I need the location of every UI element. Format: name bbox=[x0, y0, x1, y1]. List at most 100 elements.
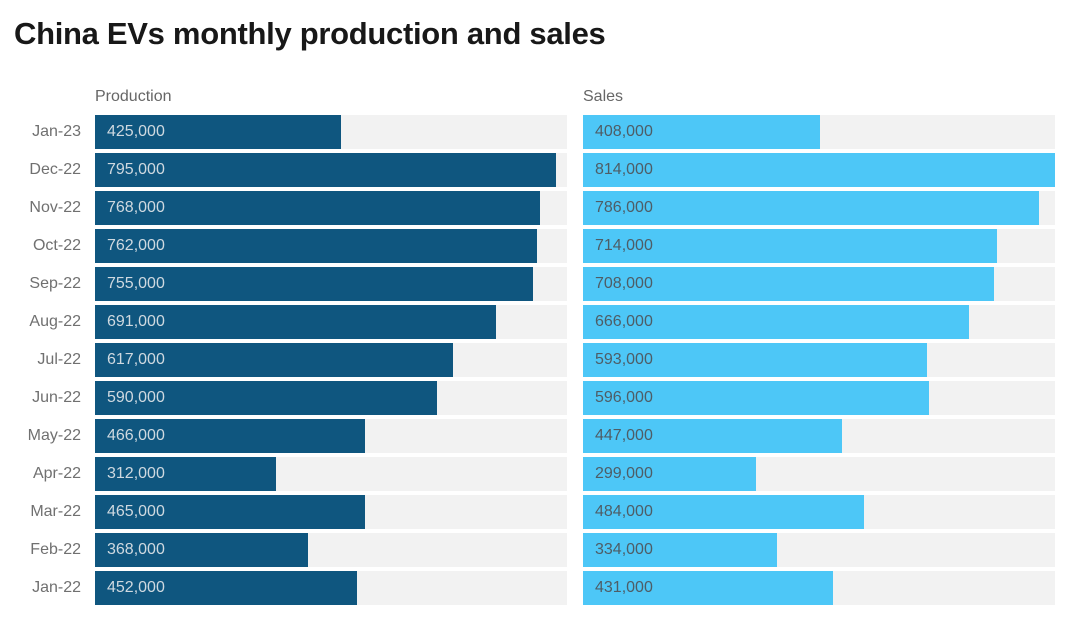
sales-value-label: 786,000 bbox=[595, 199, 653, 216]
production-bar-track: 768,000 bbox=[95, 191, 567, 225]
chart-row: Mar-22 465,000 484,000 bbox=[14, 495, 1069, 529]
production-bar-track: 691,000 bbox=[95, 305, 567, 339]
production-bar-track: 617,000 bbox=[95, 343, 567, 377]
sales-bar: 408,000 bbox=[583, 115, 820, 149]
production-bar-track: 466,000 bbox=[95, 419, 567, 453]
sales-bar-track: 593,000 bbox=[583, 343, 1055, 377]
sales-bar: 708,000 bbox=[583, 267, 994, 301]
production-bar: 368,000 bbox=[95, 533, 309, 567]
sales-bar: 593,000 bbox=[583, 343, 927, 377]
production-bar: 312,000 bbox=[95, 457, 276, 491]
production-value-label: 368,000 bbox=[107, 541, 165, 558]
production-bar-track: 795,000 bbox=[95, 153, 567, 187]
sales-bar-track: 299,000 bbox=[583, 457, 1055, 491]
sales-bar: 666,000 bbox=[583, 305, 970, 339]
column-headers: Production Sales bbox=[14, 88, 1069, 106]
production-bar: 768,000 bbox=[95, 191, 541, 225]
page-title: China EVs monthly production and sales bbox=[14, 16, 606, 51]
production-bar-track: 312,000 bbox=[95, 457, 567, 491]
sales-value-label: 596,000 bbox=[595, 389, 653, 406]
chart-row: Sep-22 755,000 708,000 bbox=[14, 267, 1069, 301]
production-bar-track: 452,000 bbox=[95, 571, 567, 605]
production-value-label: 452,000 bbox=[107, 579, 165, 596]
month-label: Jul-22 bbox=[37, 351, 81, 368]
month-label: Apr-22 bbox=[32, 465, 81, 482]
month-label: Nov-22 bbox=[29, 199, 81, 216]
month-label: Oct-22 bbox=[32, 237, 81, 254]
production-bar-track: 755,000 bbox=[95, 267, 567, 301]
production-bar-track: 425,000 bbox=[95, 115, 567, 149]
sales-value-label: 299,000 bbox=[595, 465, 653, 482]
sales-value-label: 666,000 bbox=[595, 313, 653, 330]
sales-value-label: 708,000 bbox=[595, 275, 653, 292]
production-bar: 691,000 bbox=[95, 305, 496, 339]
production-bar-track: 590,000 bbox=[95, 381, 567, 415]
chart-row: Oct-22 762,000 714,000 bbox=[14, 229, 1069, 263]
chart-row: Dec-22 795,000 814,000 bbox=[14, 153, 1069, 187]
sales-value-label: 447,000 bbox=[595, 427, 653, 444]
production-value-label: 466,000 bbox=[107, 427, 165, 444]
sales-bar-track: 714,000 bbox=[583, 229, 1055, 263]
month-label: Feb-22 bbox=[30, 541, 81, 558]
sales-bar: 431,000 bbox=[583, 571, 833, 605]
production-value-label: 617,000 bbox=[107, 351, 165, 368]
sales-bar-track: 334,000 bbox=[583, 533, 1055, 567]
production-value-label: 795,000 bbox=[107, 161, 165, 178]
production-bar: 452,000 bbox=[95, 571, 358, 605]
header-spacer bbox=[14, 88, 95, 106]
sales-value-label: 593,000 bbox=[595, 351, 653, 368]
sales-bar-track: 484,000 bbox=[583, 495, 1055, 529]
month-label: Dec-22 bbox=[29, 161, 81, 178]
sales-bar-track: 447,000 bbox=[583, 419, 1055, 453]
sales-bar-track: 666,000 bbox=[583, 305, 1055, 339]
column-header-production: Production bbox=[95, 88, 172, 105]
chart-row: May-22 466,000 447,000 bbox=[14, 419, 1069, 453]
production-value-label: 762,000 bbox=[107, 237, 165, 254]
sales-bar-track: 708,000 bbox=[583, 267, 1055, 301]
column-header-sales: Sales bbox=[583, 88, 624, 105]
chart-row: Apr-22 312,000 299,000 bbox=[14, 457, 1069, 491]
sales-value-label: 484,000 bbox=[595, 503, 653, 520]
sales-bar-track: 408,000 bbox=[583, 115, 1055, 149]
production-bar: 425,000 bbox=[95, 115, 342, 149]
sales-value-label: 714,000 bbox=[595, 237, 653, 254]
production-bar: 755,000 bbox=[95, 267, 533, 301]
sales-bar: 714,000 bbox=[583, 229, 997, 263]
sales-bar-track: 431,000 bbox=[583, 571, 1055, 605]
month-label: Mar-22 bbox=[30, 503, 81, 520]
sales-value-label: 334,000 bbox=[595, 541, 653, 558]
chart-row: Jun-22 590,000 596,000 bbox=[14, 381, 1069, 415]
production-value-label: 768,000 bbox=[107, 199, 165, 216]
sales-bar-track: 596,000 bbox=[583, 381, 1055, 415]
chart-row: Jul-22 617,000 593,000 bbox=[14, 343, 1069, 377]
production-bar: 795,000 bbox=[95, 153, 556, 187]
sales-bar: 596,000 bbox=[583, 381, 929, 415]
chart-row: Jan-23 425,000 408,000 bbox=[14, 115, 1069, 149]
production-value-label: 425,000 bbox=[107, 123, 165, 140]
production-bar-track: 762,000 bbox=[95, 229, 567, 263]
sales-bar-track: 786,000 bbox=[583, 191, 1055, 225]
month-label: Jun-22 bbox=[32, 389, 81, 406]
month-label: May-22 bbox=[27, 427, 81, 444]
production-bar: 617,000 bbox=[95, 343, 453, 377]
month-label: Aug-22 bbox=[29, 313, 81, 330]
bar-chart: Jan-23 425,000 408,000 Dec-22 795,000 81… bbox=[14, 115, 1069, 609]
production-value-label: 465,000 bbox=[107, 503, 165, 520]
production-value-label: 590,000 bbox=[107, 389, 165, 406]
sales-value-label: 408,000 bbox=[595, 123, 653, 140]
production-value-label: 755,000 bbox=[107, 275, 165, 292]
production-bar: 466,000 bbox=[95, 419, 366, 453]
production-bar: 762,000 bbox=[95, 229, 537, 263]
sales-bar: 484,000 bbox=[583, 495, 864, 529]
sales-bar: 786,000 bbox=[583, 191, 1039, 225]
chart-row: Jan-22 452,000 431,000 bbox=[14, 571, 1069, 605]
sales-bar: 447,000 bbox=[583, 419, 843, 453]
sales-bar: 299,000 bbox=[583, 457, 757, 491]
sales-bar: 334,000 bbox=[583, 533, 777, 567]
month-label: Jan-22 bbox=[32, 579, 81, 596]
production-bar: 465,000 bbox=[95, 495, 365, 529]
chart-row: Feb-22 368,000 334,000 bbox=[14, 533, 1069, 567]
production-value-label: 312,000 bbox=[107, 465, 165, 482]
chart-row: Aug-22 691,000 666,000 bbox=[14, 305, 1069, 339]
sales-bar: 814,000 bbox=[583, 153, 1055, 187]
